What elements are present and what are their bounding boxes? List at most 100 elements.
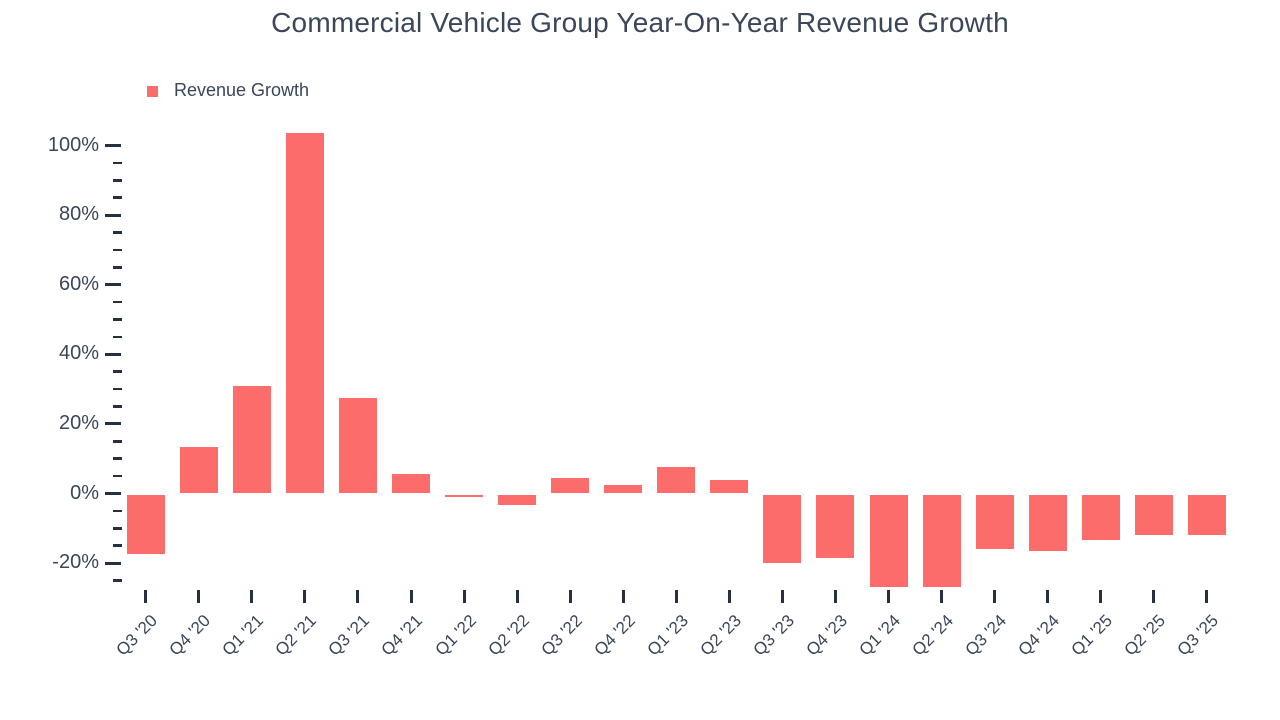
legend: Revenue Growth: [147, 80, 309, 101]
revenue-growth-bar-q2-23: [710, 479, 749, 494]
y-tick-label-100: 100%: [47, 133, 99, 156]
revenue-growth-bar-q2-21: [285, 133, 324, 494]
x-tick-label-q1-22: Q1 '22: [431, 611, 480, 660]
x-tick-label-q3-25: Q3 '25: [1173, 611, 1223, 660]
x-tick-q4-23: [833, 590, 837, 603]
y-minor-tick--15: [113, 544, 122, 547]
x-tick-q2-23: [727, 590, 731, 603]
y-minor-tick-35: [113, 370, 122, 373]
y-major-tick-60: [105, 283, 121, 287]
x-tick-label-q4-22: Q4 '22: [590, 611, 639, 660]
y-minor-tick-30: [113, 387, 122, 391]
y-minor-tick-25: [113, 405, 122, 408]
y-minor-tick-55: [113, 300, 122, 304]
x-tick-label-q2-23: Q2 '23: [696, 611, 745, 660]
x-tick-label-q1-25: Q1 '25: [1067, 611, 1117, 660]
y-major-tick-40: [105, 352, 121, 356]
y-major-tick-100: [105, 144, 121, 147]
x-tick-q3-22: [568, 590, 572, 603]
revenue-growth-bar-q3-25: [1187, 495, 1226, 536]
revenue-growth-bar-q2-25: [1134, 495, 1173, 536]
revenue-growth-bar-q3-20: [126, 495, 165, 555]
x-tick-q3-23: [780, 590, 784, 603]
y-minor-tick-15: [113, 440, 122, 443]
revenue-growth-bar-q2-22: [498, 495, 537, 506]
revenue-growth-bar-q4-24: [1028, 495, 1067, 551]
x-tick-label-q3-24: Q3 '24: [961, 611, 1011, 660]
x-tick-label-q1-21: Q1 '21: [218, 611, 268, 660]
y-minor-tick-10: [113, 457, 122, 460]
legend-label: Revenue Growth: [174, 80, 310, 100]
y-major-tick--20: [105, 561, 121, 565]
y-major-tick-80: [105, 213, 121, 217]
x-tick-q3-20: [144, 590, 148, 603]
x-tick-label-q3-23: Q3 '23: [749, 611, 798, 660]
revenue-growth-bar-q1-23: [657, 467, 696, 494]
x-tick-label-q4-21: Q4 '21: [377, 611, 427, 660]
y-minor-tick-75: [113, 231, 122, 234]
y-minor-tick-85: [113, 196, 122, 199]
revenue-growth-bar-q3-21: [338, 397, 377, 494]
x-tick-q4-21: [409, 590, 413, 603]
y-tick-label-20: 20%: [58, 411, 99, 434]
y-minor-tick-90: [113, 179, 122, 182]
x-tick-label-q4-20: Q4 '20: [165, 611, 215, 660]
x-tick-label-q2-22: Q2 '22: [484, 611, 533, 660]
x-tick-q1-23: [674, 590, 678, 603]
revenue-growth-bar-q3-22: [551, 477, 590, 494]
x-tick-label-q3-22: Q3 '22: [537, 611, 586, 660]
revenue-growth-bar-q4-23: [816, 495, 855, 558]
revenue-growth-bar-q2-24: [922, 495, 961, 588]
x-tick-label-q4-23: Q4 '23: [802, 611, 851, 660]
y-tick-label-60: 60%: [58, 272, 99, 295]
revenue-growth-bar-q4-22: [604, 484, 643, 494]
x-tick-q4-24: [1046, 590, 1050, 603]
x-tick-q3-24: [993, 590, 997, 603]
y-minor-tick--5: [113, 509, 122, 513]
y-minor-tick-95: [113, 161, 122, 165]
chart-title: Commercial Vehicle Group Year-On-Year Re…: [271, 7, 1009, 38]
revenue-growth-bar-q4-20: [179, 446, 218, 494]
y-minor-tick-45: [113, 335, 122, 339]
x-tick-q2-25: [1152, 590, 1156, 603]
y-minor-tick-50: [113, 318, 122, 321]
x-tick-q1-24: [887, 590, 891, 603]
x-tick-q1-22: [462, 590, 466, 603]
y-minor-tick-5: [113, 474, 122, 478]
revenue-growth-bar-q1-21: [232, 385, 271, 494]
x-tick-label-q2-24: Q2 '24: [908, 611, 958, 660]
revenue-growth-bar-q1-24: [869, 495, 908, 588]
revenue-growth-bar-q1-22: [445, 495, 484, 497]
y-minor-tick--10: [113, 527, 122, 530]
x-tick-q4-22: [621, 590, 625, 603]
y-minor-tick--25: [113, 579, 122, 582]
x-tick-label-q2-25: Q2 '25: [1120, 611, 1170, 660]
x-tick-label-q1-24: Q1 '24: [855, 611, 904, 660]
x-tick-q2-24: [940, 590, 944, 603]
x-tick-q1-25: [1099, 590, 1103, 603]
y-tick-label-0: 0%: [70, 481, 99, 504]
y-major-tick-0: [105, 492, 121, 495]
x-tick-q4-20: [197, 590, 201, 603]
y-tick-label-40: 40%: [58, 342, 99, 365]
x-tick-label-q4-24: Q4 '24: [1014, 611, 1064, 660]
revenue-growth-bar-q3-24: [975, 495, 1014, 549]
revenue-growth-bar-q1-25: [1081, 495, 1120, 541]
x-tick-q2-21: [303, 590, 307, 603]
y-tick-label-80: 80%: [58, 203, 99, 226]
y-minor-tick-65: [113, 266, 122, 269]
legend-swatch: [147, 86, 158, 97]
x-tick-label-q3-20: Q3 '20: [112, 611, 162, 660]
x-tick-label-q1-23: Q1 '23: [643, 611, 692, 660]
x-tick-q3-25: [1205, 590, 1209, 603]
y-tick-label--20: -20%: [52, 551, 99, 574]
x-tick-q3-21: [356, 590, 360, 603]
y-major-tick-20: [105, 422, 121, 426]
x-tick-q1-21: [250, 590, 254, 603]
revenue-growth-bar-q4-21: [392, 474, 430, 494]
x-tick-q2-22: [515, 590, 519, 603]
revenue-growth-bar-q3-23: [763, 495, 802, 563]
x-tick-label-q3-21: Q3 '21: [324, 611, 374, 660]
